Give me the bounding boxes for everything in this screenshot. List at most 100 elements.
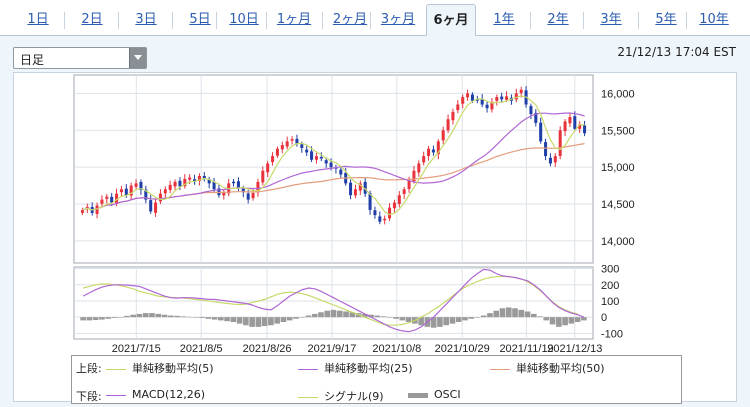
osci-bar [343,311,349,318]
tab-6[interactable]: 2ヶ月 [332,12,368,27]
tab-separator [530,12,531,29]
candle-body [373,210,377,216]
legend-sma5-label: 単純移動平均(5) [132,362,214,375]
price-tick-label: 14,000 [601,236,635,248]
x-date-label: 2021/7/15 [112,343,161,355]
osci-bar [192,317,199,318]
osci-bar [130,314,137,318]
osci-bar [512,308,518,318]
candle-body [339,169,343,175]
macd-tick-label: -100 [601,328,623,340]
x-date-label: 2021/10/29 [435,343,490,355]
candle-body [558,130,562,157]
tab-11[interactable]: 3年 [600,12,622,27]
tab-13[interactable]: 10年 [699,12,729,27]
candle-body [568,117,572,124]
macd-swatch [106,394,126,396]
candle-body [207,179,211,184]
osci-bar [505,307,512,318]
tab-3[interactable]: 5日 [189,12,211,27]
candle-body [261,170,265,183]
osci-bar [230,317,237,323]
macd-panel-frame [73,266,594,340]
candle-body [305,149,309,153]
tab-separator [64,12,65,29]
candle-body [475,99,479,101]
legend: 上段: 単純移動平均(5) 単純移動平均(25) 単純移動平均(50) 下段: … [71,355,682,404]
osci-bar [86,317,93,321]
tab-separator [266,12,267,29]
candle-body [193,179,197,182]
candle-period-value: 日足 [20,53,45,67]
osci-swatch [408,392,428,398]
candle-period-select[interactable]: 日足 [13,47,147,69]
osci-bar [581,317,587,321]
candle-body [310,151,314,160]
osci-bar [205,317,212,319]
osci-bar [305,315,312,318]
x-date-label: 2021/11/19 [499,343,553,355]
osci-bar [405,317,412,323]
tab-10[interactable]: 2年 [547,12,569,27]
osci-bar [80,317,86,321]
legend-upper-row: 上段: 単純移動平均(5) 単純移動平均(25) 単純移動平均(50) [72,359,681,375]
osci-bar [218,317,224,321]
macd-tick-label: 0 [601,312,607,324]
sma25-line [82,112,585,211]
chevron-down-icon[interactable] [129,48,146,68]
osci-bar [336,310,343,318]
candle-body [436,141,440,155]
tab-5[interactable]: 1ヶ月 [276,12,312,27]
osci-bar [556,317,562,327]
legend-osci-label: OSCI [434,388,461,401]
tab-1[interactable]: 2日 [81,12,103,27]
legend-macd-label: MACD(12,26) [132,388,206,401]
tab-0[interactable]: 1日 [27,12,49,27]
osci-bar [455,317,462,323]
osci-bar [111,317,118,318]
legend-sma50-label: 単純移動平均(50) [516,362,605,375]
candle-body [480,98,484,105]
candle-body [578,124,582,129]
candle-body [149,200,153,212]
candle-body [280,145,284,150]
tab-12[interactable]: 5年 [655,12,677,27]
candle-body [417,163,421,173]
osci-bar [280,317,287,323]
candle-body [300,144,304,148]
macd-tick-label: 300 [601,264,619,276]
tab-2[interactable]: 3日 [135,12,157,27]
osci-bar [418,317,424,326]
candle-body [217,188,221,196]
tab-7[interactable]: 3ヶ月 [380,12,416,27]
candle-body [353,189,357,196]
candle-body [80,209,84,213]
tab-4[interactable]: 10日 [229,12,259,27]
macd-tick-label: 200 [601,280,619,292]
candle-body [197,176,201,181]
osci-bar [474,317,481,318]
candle-body [139,181,143,191]
osci-bar [92,317,99,321]
sma5-line [82,95,585,216]
sma5-swatch [106,368,126,370]
candle-body [212,181,216,190]
candle-body [583,125,587,134]
osci-bar [311,313,318,318]
tab-separator [118,12,119,29]
candle-body [363,181,367,194]
candle-body [183,178,187,187]
candle-body [388,207,392,219]
x-date-label: 2021/9/17 [307,343,356,355]
tab-separator [172,12,173,29]
osci-bar [443,317,449,326]
tab-8[interactable]: 6ヶ月 [426,4,476,37]
x-date-label: 2021/8/5 [180,343,223,355]
osci-bar [449,317,456,324]
osci-bar [399,317,406,321]
candle-body [383,218,387,221]
legend-signal: シグナル(9) [298,388,384,403]
candle-body [105,196,109,199]
tab-9[interactable]: 1年 [493,12,515,27]
candle-body [290,139,294,141]
